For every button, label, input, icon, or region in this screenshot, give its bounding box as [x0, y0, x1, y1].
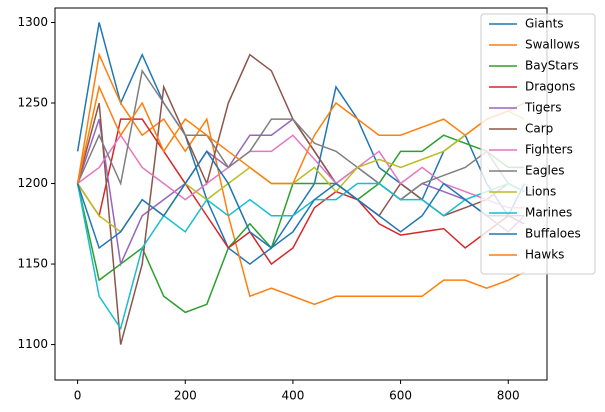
y-tick-label: 1150	[17, 257, 48, 271]
series-line	[77, 133, 525, 209]
series-line	[76, 52, 525, 306]
series-line	[76, 149, 525, 250]
legend-label: BayStars	[525, 59, 579, 73]
legend-label: Tigers	[524, 101, 561, 115]
legend-label: Fighters	[525, 143, 573, 157]
legend-label: Carp	[525, 122, 553, 136]
legend-label: Buffaloes	[525, 227, 581, 241]
y-tick-label: 1200	[17, 176, 48, 190]
x-tick-label: 200	[174, 389, 197, 403]
x-tick-label: 400	[281, 389, 304, 403]
legend-label: Marines	[525, 206, 572, 220]
legend-label: Swallows	[525, 38, 580, 52]
x-tick-label: 600	[389, 389, 412, 403]
y-tick-label: 1300	[17, 15, 48, 29]
x-tick-label: 800	[497, 389, 520, 403]
series-line	[76, 53, 525, 345]
legend-box	[480, 13, 596, 275]
series-line	[76, 118, 525, 266]
series-line	[76, 134, 525, 314]
series-line	[76, 84, 525, 185]
y-tick-label: 1250	[17, 96, 48, 110]
y-tick-label: 1100	[17, 337, 48, 351]
legend-label: Hawks	[525, 248, 564, 262]
legend-label: Lions	[525, 185, 556, 199]
series-line	[76, 68, 525, 201]
legend-label: Giants	[525, 17, 564, 31]
legend-label: Eagles	[525, 164, 565, 178]
series-line	[76, 182, 525, 331]
legend-label: Dragons	[525, 80, 575, 94]
x-tick-label: 0	[74, 389, 82, 403]
